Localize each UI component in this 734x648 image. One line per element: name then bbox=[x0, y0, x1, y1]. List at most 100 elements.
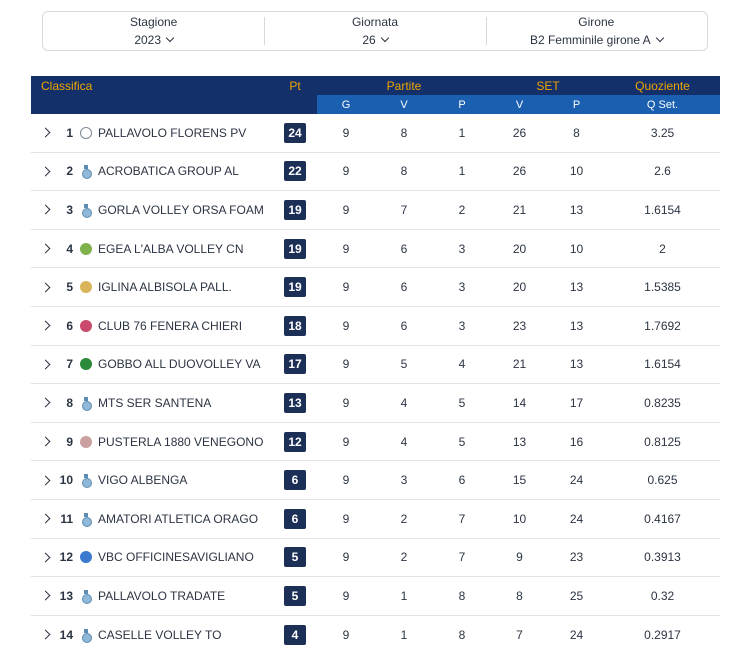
header-quoziente: Quoziente bbox=[635, 78, 690, 93]
rank: 9 bbox=[66, 434, 73, 449]
table-row[interactable]: 6 CLUB 76 FENERA CHIERI 18 9 6 3 23 13 1… bbox=[31, 307, 720, 346]
team-logo bbox=[75, 474, 97, 489]
rank: 3 bbox=[66, 202, 73, 217]
round-label: Giornata bbox=[351, 14, 398, 29]
sets-won: 9 bbox=[516, 550, 523, 565]
table-row[interactable]: 2 ACROBATICA GROUP AL 22 9 8 1 26 10 2.6 bbox=[31, 153, 720, 192]
points-badge: 12 bbox=[284, 431, 306, 452]
round-value[interactable]: 26 bbox=[362, 32, 389, 48]
games-played: 9 bbox=[342, 357, 350, 372]
team-name: AMATORI ATLETICA ORAGO bbox=[98, 511, 259, 526]
games-won: 2 bbox=[400, 511, 408, 526]
games-won: 1 bbox=[400, 627, 408, 642]
points-cell: 12 bbox=[273, 431, 317, 452]
table-row[interactable]: 8 MTS SER SANTENA 13 9 4 5 14 17 0.8235 bbox=[31, 384, 720, 423]
games-lost: 3 bbox=[458, 241, 466, 256]
expand-chevron-icon[interactable] bbox=[31, 205, 53, 215]
points-badge: 6 bbox=[284, 470, 306, 491]
round-select[interactable]: Giornata 26 bbox=[264, 12, 485, 50]
set-quotient: 0.8125 bbox=[644, 434, 681, 449]
expand-chevron-icon[interactable] bbox=[31, 359, 53, 370]
points-cell: 19 bbox=[273, 238, 317, 259]
table-row[interactable]: 11 AMATORI ATLETICA ORAGO 6 9 2 7 10 24 … bbox=[31, 500, 720, 539]
games-played: 9 bbox=[342, 473, 350, 488]
sets-lost: 24 bbox=[569, 511, 584, 526]
sets-lost: 17 bbox=[569, 395, 584, 410]
table-row[interactable]: 4 EGEA L'ALBA VOLLEY CN 19 9 6 3 20 10 2 bbox=[31, 230, 720, 269]
table-row[interactable]: 1 PALLAVOLO FLORENS PV 24 9 8 1 26 8 3.2… bbox=[31, 114, 720, 153]
games-won: 8 bbox=[400, 125, 408, 140]
points-cell: 22 bbox=[273, 161, 317, 182]
group-select[interactable]: Girone B2 Femminile girone A bbox=[485, 12, 707, 50]
points-cell: 5 bbox=[273, 547, 317, 568]
expand-chevron-icon[interactable] bbox=[31, 282, 53, 293]
points-badge: 19 bbox=[284, 199, 306, 220]
points-badge: 24 bbox=[284, 122, 306, 143]
set-quotient: 1.7692 bbox=[644, 318, 681, 333]
season-value-text: 2023 bbox=[134, 32, 162, 47]
expand-chevron-icon[interactable] bbox=[31, 166, 53, 177]
table-row[interactable]: 10 VIGO ALBENGA 6 9 3 6 15 24 0.625 bbox=[31, 461, 720, 500]
set-quotient: 1.5385 bbox=[644, 280, 681, 295]
expand-chevron-icon[interactable] bbox=[31, 398, 53, 408]
table-row[interactable]: 7 GOBBO ALL DUOVOLLEY VA 17 9 5 4 21 13 … bbox=[31, 346, 720, 385]
games-played: 9 bbox=[342, 511, 350, 526]
team-name: GORLA VOLLEY ORSA FOAM bbox=[98, 202, 264, 217]
expand-chevron-icon[interactable] bbox=[31, 243, 53, 254]
rank: 13 bbox=[59, 588, 73, 603]
medal-icon bbox=[81, 474, 92, 489]
team-name: CASELLE VOLLEY TO bbox=[98, 627, 222, 642]
header-q-set: Q Set. bbox=[605, 95, 720, 114]
season-value[interactable]: 2023 bbox=[134, 32, 175, 48]
rank: 14 bbox=[59, 627, 73, 642]
expand-chevron-icon[interactable] bbox=[31, 320, 53, 331]
sets-won: 15 bbox=[512, 473, 527, 488]
rank: 2 bbox=[66, 164, 73, 179]
points-badge: 5 bbox=[284, 547, 306, 568]
expand-chevron-icon[interactable] bbox=[31, 513, 53, 524]
medal-icon bbox=[81, 165, 92, 180]
table-row[interactable]: 3 GORLA VOLLEY ORSA FOAM 19 9 7 2 21 13 … bbox=[31, 191, 720, 230]
expand-chevron-icon[interactable] bbox=[31, 590, 53, 601]
games-lost: 8 bbox=[458, 588, 466, 603]
table-row[interactable]: 12 VBC OFFICINESAVIGLIANO 5 9 2 7 9 23 0… bbox=[31, 539, 720, 578]
header-classifica: Classifica bbox=[41, 78, 93, 93]
sets-lost: 10 bbox=[569, 164, 584, 179]
table-row[interactable]: 9 PUSTERLA 1880 VENEGONO 12 9 4 5 13 16 … bbox=[31, 423, 720, 462]
team-name: VBC OFFICINESAVIGLIANO bbox=[98, 550, 254, 565]
games-played: 9 bbox=[342, 164, 350, 179]
games-won: 2 bbox=[400, 550, 408, 565]
medal-icon bbox=[81, 589, 92, 604]
expand-chevron-icon[interactable] bbox=[31, 127, 53, 138]
games-played: 9 bbox=[342, 241, 350, 256]
expand-chevron-icon[interactable] bbox=[31, 552, 53, 563]
table-row[interactable]: 14 CASELLE VOLLEY TO 4 9 1 8 7 24 0.2917 bbox=[31, 616, 720, 648]
team-logo bbox=[75, 512, 97, 527]
group-value[interactable]: B2 Femminile girone A bbox=[530, 32, 664, 48]
sets-won: 26 bbox=[512, 125, 527, 140]
points-badge: 6 bbox=[284, 508, 306, 529]
expand-chevron-icon[interactable] bbox=[31, 629, 53, 640]
sets-lost: 13 bbox=[569, 280, 584, 295]
sets-won: 21 bbox=[512, 202, 527, 217]
sets-won: 13 bbox=[512, 434, 527, 449]
set-quotient: 3.25 bbox=[650, 125, 675, 140]
expand-chevron-icon[interactable] bbox=[31, 436, 53, 447]
season-select[interactable]: Stagione 2023 bbox=[43, 12, 264, 50]
header-p: P bbox=[433, 95, 491, 114]
set-quotient: 0.3913 bbox=[644, 550, 681, 565]
header-set-p: P bbox=[548, 95, 605, 114]
medal-icon bbox=[81, 628, 92, 643]
table-row[interactable]: 13 PALLAVOLO TRADATE 5 9 1 8 8 25 0.32 bbox=[31, 577, 720, 616]
medal-icon bbox=[81, 396, 92, 411]
games-lost: 6 bbox=[458, 473, 466, 488]
sets-won: 26 bbox=[512, 164, 527, 179]
filter-bar: Stagione 2023 Giornata 26 Girone B2 Femm… bbox=[42, 11, 708, 51]
points-cell: 6 bbox=[273, 470, 317, 491]
expand-chevron-icon[interactable] bbox=[31, 475, 53, 486]
table-row[interactable]: 5 IGLINA ALBISOLA PALL. 19 9 6 3 20 13 1… bbox=[31, 268, 720, 307]
team-name: PALLAVOLO FLORENS PV bbox=[98, 125, 247, 140]
team-logo bbox=[75, 589, 97, 604]
sets-won: 21 bbox=[512, 357, 527, 372]
table-header-main: Classifica Pt Partite SET Quoziente bbox=[31, 76, 720, 95]
